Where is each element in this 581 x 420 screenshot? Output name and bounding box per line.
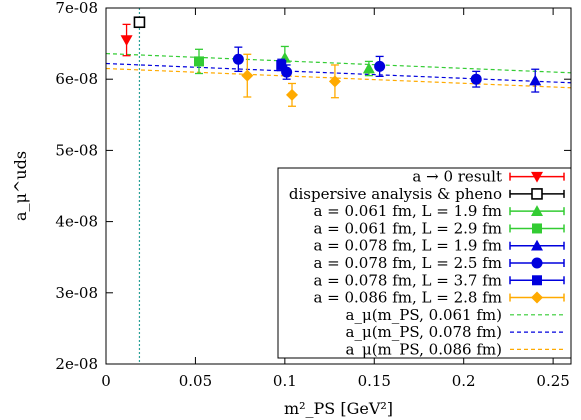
marker <box>470 73 482 85</box>
legend-label: a_μ(m_PS, 0.061 fm) <box>346 306 502 324</box>
legend-entry: a = 0.078 fm, L = 2.5 fm <box>313 254 565 272</box>
legend-label: dispersive analysis & pheno <box>289 185 502 203</box>
legend-marker <box>531 205 543 216</box>
y-tick-label: 7e-08 <box>55 0 98 17</box>
legend-label: a → 0 result <box>412 168 502 186</box>
data-point <box>374 55 386 78</box>
marker <box>328 75 341 88</box>
fit-line <box>105 62 572 84</box>
legend-entry: a → 0 result <box>412 168 565 186</box>
y-axis-label: a_μ^uds <box>11 151 30 221</box>
legend-marker <box>532 223 542 234</box>
data-point <box>276 58 287 72</box>
legend-marker <box>531 188 543 200</box>
x-axis-label: m²_PS [GeV²] <box>284 399 393 418</box>
marker <box>374 60 386 72</box>
data-point <box>362 60 375 77</box>
y-tick-label: 6e-08 <box>55 70 98 88</box>
legend-entry: a = 0.078 fm, L = 1.9 fm <box>313 237 565 255</box>
y-tick-label: 4e-08 <box>55 213 98 231</box>
data-point <box>529 68 542 93</box>
data-point <box>281 64 293 80</box>
legend-entry: a = 0.061 fm, L = 1.9 fm <box>313 202 565 220</box>
legend-marker <box>531 291 543 304</box>
x-tick-label: 0.25 <box>536 372 569 390</box>
legend-label: a = 0.086 fm, L = 2.8 fm <box>313 289 502 307</box>
legend-entry: a = 0.086 fm, L = 2.8 fm <box>313 289 565 307</box>
x-tick-label: 0.15 <box>358 372 391 390</box>
marker <box>529 74 542 86</box>
data-point <box>120 23 133 57</box>
fit-line <box>105 67 572 89</box>
x-tick-labels: 0 0.05 0.1 0.15 0.2 0.25 <box>101 372 570 390</box>
data-points <box>120 16 542 107</box>
legend-marker <box>531 171 543 183</box>
marker <box>241 69 254 82</box>
data-point <box>241 53 254 98</box>
legend-label: a = 0.078 fm, L = 3.7 fm <box>313 271 502 289</box>
marker <box>120 35 133 47</box>
y-tick-label: 3e-08 <box>55 284 98 302</box>
legend-entry: a = 0.078 fm, L = 3.7 fm <box>313 271 565 289</box>
marker <box>133 16 146 29</box>
fit-lines <box>105 52 572 89</box>
legend-entry: a = 0.061 fm, L = 2.9 fm <box>313 219 565 237</box>
y-tick-labels: 2e-08 3e-08 4e-08 5e-08 6e-08 7e-08 <box>55 0 98 373</box>
legend-label: a = 0.078 fm, L = 1.9 fm <box>313 237 502 255</box>
legend-label: a = 0.078 fm, L = 2.5 fm <box>313 254 502 272</box>
legend-entry: a_μ(m_PS, 0.078 fm) <box>346 323 564 341</box>
marker <box>362 62 375 74</box>
legend-entry: a_μ(m_PS, 0.086 fm) <box>346 340 564 358</box>
marker <box>232 53 244 65</box>
x-tick-label: 0.05 <box>179 372 212 390</box>
data-point <box>232 46 244 73</box>
legend-marker <box>532 275 542 286</box>
data-point <box>133 16 146 29</box>
legend-entry: a_μ(m_PS, 0.061 fm) <box>346 306 564 324</box>
legend-marker <box>531 239 543 251</box>
legend-label: a_μ(m_PS, 0.086 fm) <box>346 340 502 358</box>
marker <box>276 59 287 70</box>
legend-entry: dispersive analysis & pheno <box>289 185 565 203</box>
marker <box>286 88 298 101</box>
y-tick-label: 5e-08 <box>55 141 98 159</box>
x-tick-label: 0.2 <box>452 372 476 390</box>
legend-label: a = 0.061 fm, L = 1.9 fm <box>313 202 502 220</box>
fit-line <box>105 52 572 74</box>
x-tick-label: 0 <box>101 372 111 390</box>
data-point <box>328 64 341 99</box>
legend-label: a = 0.061 fm, L = 2.9 fm <box>313 219 502 237</box>
marker <box>194 56 204 67</box>
y-tick-label: 2e-08 <box>55 355 98 373</box>
x-tick-label: 0.1 <box>273 372 297 390</box>
legend-label: a_μ(m_PS, 0.078 fm) <box>346 323 502 341</box>
data-point <box>470 70 482 88</box>
legend-marker <box>531 257 543 269</box>
data-point <box>194 48 204 75</box>
data-point <box>286 82 298 107</box>
